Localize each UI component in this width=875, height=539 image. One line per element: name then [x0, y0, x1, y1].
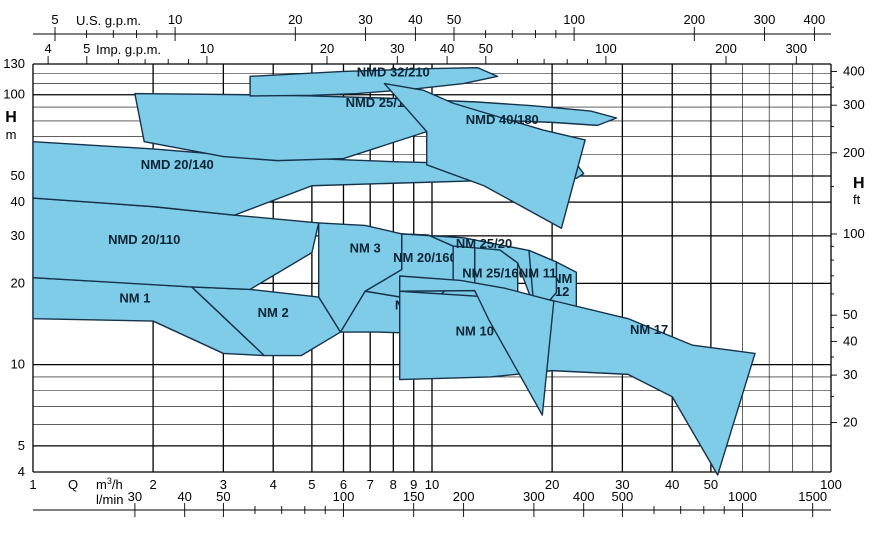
svg-text:12: 12 [555, 284, 569, 299]
svg-text:20: 20 [320, 41, 334, 56]
svg-text:4: 4 [44, 41, 51, 56]
svg-text:NMD 32/210: NMD 32/210 [357, 64, 430, 79]
svg-text:400: 400 [573, 489, 595, 504]
svg-text:NMD 40/180: NMD 40/180 [466, 112, 539, 127]
svg-text:H: H [853, 175, 865, 192]
svg-text:40: 40 [408, 12, 422, 27]
svg-text:20: 20 [545, 477, 559, 492]
svg-text:l/min: l/min [96, 492, 123, 507]
svg-text:30: 30 [390, 41, 404, 56]
svg-text:150: 150 [403, 489, 425, 504]
svg-text:10: 10 [11, 357, 25, 372]
svg-text:100: 100 [3, 87, 25, 102]
svg-text:H: H [5, 109, 17, 126]
svg-text:NM 10: NM 10 [456, 324, 494, 339]
svg-text:NM 17: NM 17 [630, 322, 668, 337]
svg-text:10: 10 [168, 12, 182, 27]
svg-text:30: 30 [843, 367, 857, 382]
svg-text:ft: ft [853, 192, 861, 207]
svg-text:NM 3: NM 3 [350, 241, 381, 256]
svg-text:50: 50 [843, 307, 857, 322]
svg-text:Q: Q [68, 477, 78, 492]
svg-text:50: 50 [11, 168, 25, 183]
svg-text:50: 50 [216, 489, 230, 504]
svg-text:NM 20/160: NM 20/160 [393, 250, 457, 265]
svg-text:40: 40 [11, 194, 25, 209]
svg-text:300: 300 [843, 97, 865, 112]
svg-text:20: 20 [288, 12, 302, 27]
svg-text:NMD 20/140: NMD 20/140 [141, 157, 214, 172]
svg-text:300: 300 [785, 41, 807, 56]
svg-text:200: 200 [843, 145, 865, 160]
svg-text:200: 200 [715, 41, 737, 56]
svg-text:5: 5 [51, 12, 58, 27]
svg-text:30: 30 [358, 12, 372, 27]
svg-text:400: 400 [804, 12, 826, 27]
svg-text:NM 11: NM 11 [519, 266, 557, 281]
svg-text:m: m [6, 127, 17, 142]
svg-text:NMD 20/110: NMD 20/110 [108, 232, 180, 247]
svg-text:100: 100 [563, 12, 585, 27]
svg-text:1000: 1000 [728, 489, 757, 504]
svg-text:40: 40 [665, 477, 679, 492]
svg-text:40: 40 [177, 489, 191, 504]
svg-text:U.S. g.p.m.: U.S. g.p.m. [76, 13, 141, 28]
svg-text:40: 40 [440, 41, 454, 56]
svg-text:2: 2 [149, 477, 156, 492]
svg-text:100: 100 [595, 41, 617, 56]
svg-text:50: 50 [479, 41, 493, 56]
svg-text:5: 5 [308, 477, 315, 492]
svg-text:Imp. g.p.m.: Imp. g.p.m. [96, 42, 161, 57]
svg-text:7: 7 [367, 477, 374, 492]
svg-text:300: 300 [523, 489, 545, 504]
svg-text:4: 4 [18, 464, 25, 479]
svg-text:5: 5 [18, 438, 25, 453]
svg-text:4: 4 [270, 477, 277, 492]
svg-text:200: 200 [453, 489, 475, 504]
svg-text:1500: 1500 [798, 489, 827, 504]
svg-text:30: 30 [11, 228, 25, 243]
svg-text:130: 130 [3, 56, 25, 71]
svg-text:10: 10 [425, 477, 439, 492]
svg-text:200: 200 [683, 12, 705, 27]
svg-text:20: 20 [11, 275, 25, 290]
svg-text:1: 1 [29, 477, 36, 492]
svg-text:50: 50 [704, 477, 718, 492]
svg-text:NM 25/160: NM 25/160 [462, 266, 526, 281]
svg-text:500: 500 [612, 489, 634, 504]
svg-text:10: 10 [200, 41, 214, 56]
svg-text:300: 300 [754, 12, 776, 27]
svg-text:100: 100 [333, 489, 355, 504]
svg-text:40: 40 [843, 333, 857, 348]
svg-text:NM 25/20: NM 25/20 [456, 236, 512, 251]
svg-text:NM 1: NM 1 [119, 290, 150, 305]
svg-text:NM 2: NM 2 [258, 305, 289, 320]
svg-text:5: 5 [83, 41, 90, 56]
svg-text:50: 50 [447, 12, 461, 27]
svg-text:30: 30 [128, 489, 142, 504]
svg-text:8: 8 [390, 477, 397, 492]
svg-text:400: 400 [843, 64, 865, 79]
svg-text:20: 20 [843, 415, 857, 430]
svg-text:100: 100 [843, 226, 865, 241]
